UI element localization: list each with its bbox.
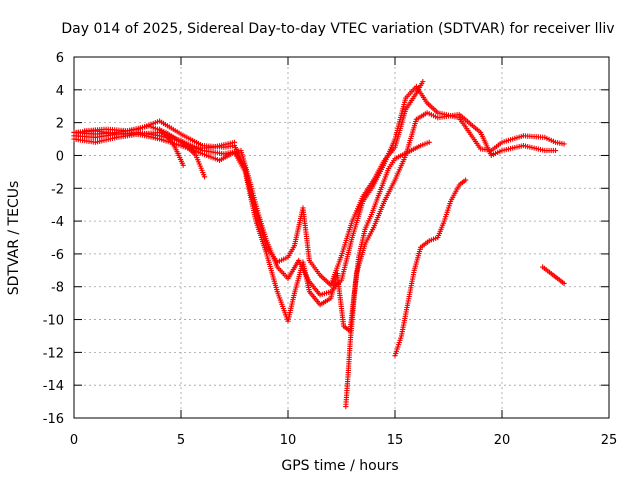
data-point [561,280,567,287]
y-tick-label: 4 [56,84,64,99]
x-tick-label: 0 [70,433,78,448]
y-axis-label: SDTVAR / TECUs [6,181,22,296]
data-track [392,177,469,359]
plot-frame [73,56,610,419]
x-axis-label: GPS time / hours [281,458,398,474]
data-track [82,123,238,152]
y-tick-label: -2 [51,182,64,197]
y-tick-label: 6 [56,51,64,66]
y-tick-label: -4 [51,215,64,230]
chart-title: Day 014 of 2025, Sidereal Day-to-day VTE… [61,21,614,37]
y-tick-label: 0 [56,149,64,164]
x-tick-label: 20 [494,433,511,448]
data-track [343,139,432,410]
data-point [552,147,559,154]
data-track [540,264,567,287]
data-point [420,79,426,85]
y-tick-label: -12 [43,346,64,361]
y-tick-label: -16 [43,412,64,427]
x-tick-label: 25 [601,433,618,448]
y-tick-label: -8 [51,281,64,296]
data-point [201,174,208,180]
data-point [561,141,567,147]
data-track [157,126,186,168]
y-tick-label: -14 [43,379,64,394]
data-track [71,110,559,334]
data-point [463,177,469,183]
x-tick-label: 15 [387,433,404,448]
x-tick-label: 5 [177,433,185,448]
data-point [426,139,432,145]
y-tick-label: 2 [56,117,64,132]
y-axis-ticks: -16 -14 -12 -10 -8 -6 -4 -2 0 2 4 6 [43,51,609,427]
y-tick-label: -6 [51,248,64,263]
data-markers [71,79,567,410]
y-tick-label: -10 [43,314,64,329]
data-point [231,139,238,145]
grid-lines [74,57,609,418]
data-track [71,83,567,298]
x-tick-label: 10 [280,433,297,448]
x-axis-ticks: 0 5 10 15 20 25 [70,57,617,448]
data-point [180,162,186,168]
